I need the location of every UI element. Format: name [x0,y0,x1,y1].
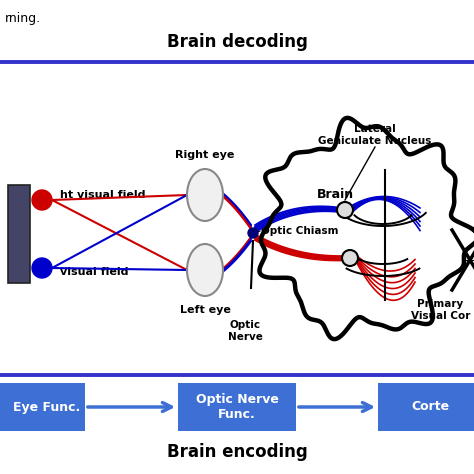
Text: Optic Chiasm: Optic Chiasm [261,226,338,236]
Text: Brain encoding: Brain encoding [167,443,307,461]
Text: Brain: Brain [317,189,354,201]
Text: Lateral
Geniculate Nucleus: Lateral Geniculate Nucleus [319,124,432,146]
Bar [0,383,85,431]
Text: Brain decoding: Brain decoding [166,33,308,51]
Text: Optic
Nerve: Optic Nerve [228,320,263,342]
Text: ht visual field: ht visual field [60,190,146,200]
Text: rning.: rning. [5,12,41,25]
Circle shape [248,228,258,238]
Text: Corte: Corte [411,401,449,413]
Circle shape [32,190,52,210]
Bar [8,185,30,283]
Text: Optic Nerve
Func.: Optic Nerve Func. [196,393,278,421]
Text: Left eye: Left eye [180,305,230,315]
Circle shape [342,250,358,266]
Text: Right eye: Right eye [175,150,235,160]
Bar [178,383,296,431]
Bar [378,383,474,431]
Text: Eye Func.: Eye Func. [13,401,81,413]
Circle shape [32,258,52,278]
Text: visual field: visual field [60,267,128,277]
Ellipse shape [187,244,223,296]
Circle shape [337,202,353,218]
Text: Primary
Visual Cor: Primary Visual Cor [410,299,470,321]
Ellipse shape [187,169,223,221]
